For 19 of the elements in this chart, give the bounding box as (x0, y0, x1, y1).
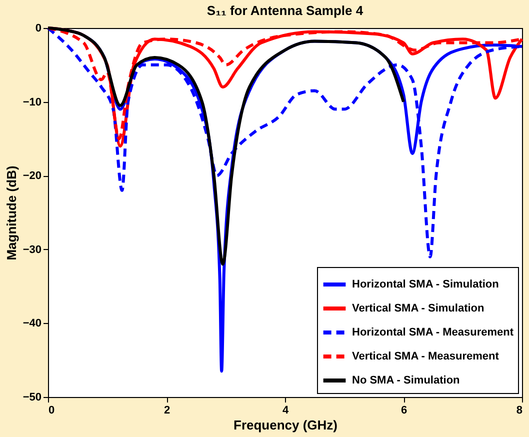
y-tick-label: −40 (22, 318, 42, 330)
x-tick-label: 0 (48, 404, 55, 416)
legend-label: Vertical SMA - Measurement (352, 350, 500, 362)
legend-label: No SMA - Simulation (352, 374, 460, 386)
chart-title: S₁₁ for Antenna Sample 4 (206, 3, 364, 18)
x-tick-label: 6 (400, 404, 408, 416)
y-tick-label: −20 (22, 170, 42, 182)
legend-label: Horizontal SMA - Simulation (352, 278, 500, 290)
x-axis-title: Frequency (GHz) (233, 418, 338, 432)
x-tick-label: 2 (164, 404, 170, 416)
y-axis-title: Magnitude (dB) (4, 166, 19, 260)
y-tick-label: −30 (22, 244, 42, 256)
y-tick-label: −10 (22, 96, 42, 108)
legend-label: Horizontal SMA - Measurement (352, 326, 514, 338)
legend-label: Vertical SMA - Simulation (352, 302, 485, 314)
y-tick-label: 0 (35, 22, 42, 34)
x-tick-label: 4 (282, 404, 290, 416)
y-tick-label: −50 (22, 392, 42, 404)
x-tick-label: 8 (516, 404, 522, 416)
